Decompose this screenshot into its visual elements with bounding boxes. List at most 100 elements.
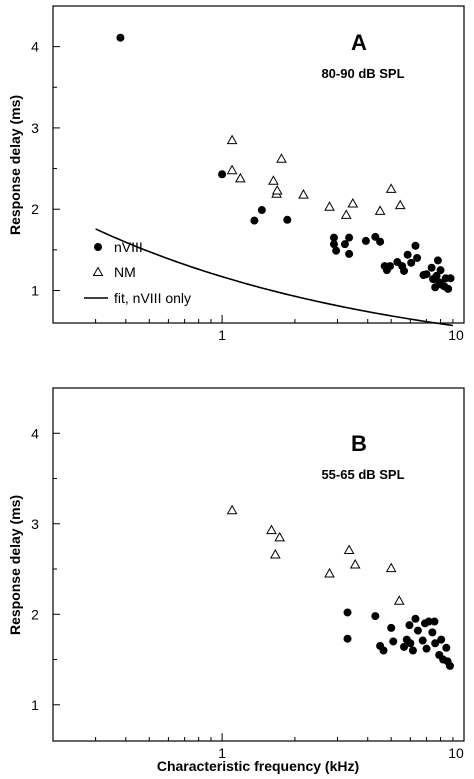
point-nm: [271, 184, 283, 195]
point-nviii: [442, 643, 451, 652]
point-nviii: [436, 266, 445, 275]
x-tick-label-b: 10: [448, 745, 464, 761]
point-nm: [374, 205, 386, 215]
plot-frame-a: [52, 5, 465, 324]
x-axis-label: Characteristic frequency (kHz): [157, 758, 359, 774]
point-nviii: [406, 639, 415, 648]
point-nviii: [343, 634, 352, 643]
y-tick-label-a: 1: [31, 282, 39, 298]
marks-a: [95, 33, 455, 327]
point-nviii: [411, 614, 420, 623]
x-tick-label-a: 10: [448, 327, 464, 343]
point-nviii: [400, 266, 409, 275]
point-nm: [268, 175, 279, 185]
point-nviii: [444, 284, 453, 293]
ticks-a: 1 2 3 4 1 10: [31, 5, 465, 343]
point-nviii: [283, 215, 292, 224]
point-nm: [394, 199, 406, 210]
point-nviii: [343, 608, 352, 617]
point-nm: [393, 595, 405, 605]
point-nviii: [413, 253, 422, 262]
point-nviii: [430, 617, 439, 626]
point-nviii: [431, 639, 440, 648]
point-nm: [235, 172, 246, 183]
point-nm: [274, 531, 286, 542]
y-tick-label-b: 3: [31, 516, 39, 532]
point-nm: [340, 209, 352, 219]
point-nviii: [437, 635, 446, 644]
legend-a: nVIII NM fit, nVIII only: [84, 239, 191, 306]
point-nviii: [445, 661, 454, 670]
point-nviii: [428, 628, 437, 637]
fit-curve: [95, 228, 454, 327]
point-nviii: [361, 236, 370, 245]
ticks-b: 1 2 3 4 1 10: [31, 387, 465, 761]
point-nviii: [116, 33, 125, 42]
panel-letter-b: B: [351, 431, 367, 456]
point-nm: [226, 164, 238, 175]
point-nm: [226, 134, 238, 145]
marks-b: [226, 504, 454, 670]
point-nm: [298, 189, 309, 199]
point-nm: [324, 201, 335, 211]
point-nviii: [424, 617, 433, 626]
point-nviii: [376, 237, 385, 246]
y-axis-label-a: Response delay (ms): [7, 95, 23, 235]
point-nm: [385, 183, 397, 193]
point-nm: [226, 504, 238, 515]
point-nm: [266, 524, 277, 535]
point-nviii: [389, 637, 398, 646]
panel-subtitle-b: 55-65 dB SPL: [321, 467, 404, 482]
x-tick-label-a: 1: [218, 327, 226, 343]
point-nviii: [427, 263, 436, 272]
point-nviii: [371, 612, 380, 621]
point-nm: [324, 568, 335, 578]
panel-letter-a: A: [351, 30, 367, 55]
y-axis-label-b: Response delay (ms): [7, 495, 23, 635]
point-nviii: [407, 258, 416, 267]
legend-marker-nm: [92, 266, 104, 276]
y-tick-label-b: 4: [31, 425, 39, 441]
point-nviii: [371, 232, 380, 241]
y-tick-label-b: 1: [31, 697, 39, 713]
point-nm: [347, 198, 359, 208]
point-nviii: [418, 636, 427, 645]
point-nm: [349, 558, 361, 569]
x-tick-label-b: 1: [218, 745, 226, 761]
y-tick-label-b: 2: [31, 606, 39, 622]
point-nviii: [250, 216, 259, 225]
point-nviii: [386, 262, 395, 271]
panel-b: 1 2 3 4 1 10 B 55-65 dB SPL Response delay (m…: [7, 387, 465, 774]
point-nm: [385, 562, 397, 573]
point-nviii: [433, 256, 442, 265]
panel-a: 1 2 3 4 1 10 A 80-90 dB SPL Response delay (m…: [7, 5, 465, 343]
point-nviii: [379, 646, 388, 655]
point-nm: [269, 549, 281, 559]
point-nviii: [387, 623, 396, 632]
legend-label-fit: fit, nVIII only: [114, 290, 191, 306]
legend-label-nviii: nVIII: [114, 239, 143, 255]
point-nviii: [432, 271, 441, 280]
point-nviii: [257, 206, 266, 215]
point-nviii: [422, 644, 431, 653]
point-nviii: [329, 240, 338, 249]
point-nviii: [403, 250, 412, 259]
point-nviii: [413, 626, 422, 635]
point-nm: [343, 544, 355, 555]
point-nviii: [446, 274, 455, 283]
legend-label-nm: NM: [114, 264, 136, 280]
y-tick-label-a: 3: [31, 120, 39, 136]
point-nviii: [329, 233, 338, 242]
point-nviii: [422, 270, 431, 279]
point-nviii: [345, 249, 354, 258]
point-nviii: [400, 642, 409, 651]
point-nviii: [340, 240, 349, 249]
point-nviii: [405, 621, 414, 630]
panel-subtitle-a: 80-90 dB SPL: [321, 66, 404, 81]
point-nviii: [408, 646, 417, 655]
point-nviii: [411, 241, 420, 250]
y-tick-label-a: 2: [31, 201, 39, 217]
point-nviii: [332, 246, 341, 255]
point-nviii: [218, 170, 227, 179]
